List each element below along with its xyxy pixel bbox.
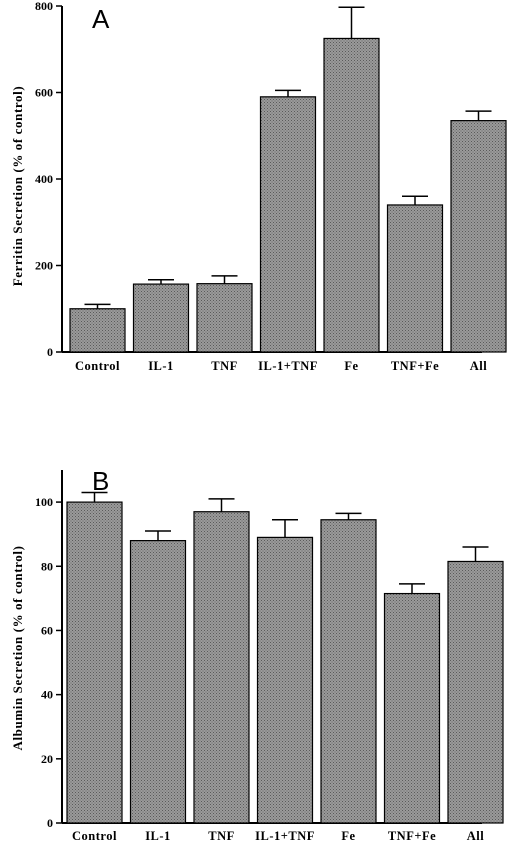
chart-panel-b: B Albumin Secretion (% of control) 0 20 40… xyxy=(10,466,504,843)
chart-panel-a: A Ferritin Secretion (% of control) 0 200… xyxy=(10,0,507,373)
bar-b xyxy=(383,592,441,824)
bar-a xyxy=(69,308,126,353)
panel-label-b: B xyxy=(92,466,109,496)
y-tick-label-b: 60 xyxy=(41,623,53,637)
category-label-a: TNF+Fe xyxy=(391,359,439,373)
bar-b xyxy=(447,560,504,824)
y-axis-label-b: Albumin Secretion (% of control) xyxy=(10,545,25,750)
bar-a xyxy=(259,96,317,353)
bar-b xyxy=(320,519,377,824)
bar-a xyxy=(450,120,507,353)
category-label-b: IL-1 xyxy=(145,829,171,843)
y-tick-label-a: 400 xyxy=(35,172,53,186)
panel-label-a: A xyxy=(92,4,110,34)
bar-b xyxy=(66,501,123,824)
y-tick-label-a: 200 xyxy=(35,259,53,273)
bar-a xyxy=(132,283,190,353)
y-tick-label-b: 40 xyxy=(41,688,53,702)
y-tick-label-a: 800 xyxy=(35,0,53,13)
category-label-b: IL-1+TNF xyxy=(255,829,315,843)
bar-b xyxy=(129,539,187,824)
category-label-b: TNF xyxy=(208,829,235,843)
category-label-a: Control xyxy=(75,359,120,373)
category-label-b: TNF+Fe xyxy=(388,829,436,843)
y-tick-label-b: 0 xyxy=(47,816,53,830)
y-tick-label-b: 20 xyxy=(41,752,53,766)
y-tick-label-a: 0 xyxy=(47,345,53,359)
y-tick-label-a: 600 xyxy=(35,86,53,100)
bar-b xyxy=(193,511,250,824)
category-label-b: Control xyxy=(72,829,117,843)
category-label-a: Fe xyxy=(344,359,358,373)
category-label-a: IL-1 xyxy=(148,359,174,373)
y-axis-label-a: Ferritin Secretion (% of control) xyxy=(10,86,25,287)
y-tick-label-b: 80 xyxy=(41,559,53,573)
y-tick-label-b: 100 xyxy=(35,495,53,509)
bar-b xyxy=(256,536,314,824)
bar-a xyxy=(196,283,253,353)
bar-a xyxy=(386,204,444,353)
bar-a xyxy=(323,37,380,353)
category-label-b: Fe xyxy=(341,829,355,843)
category-label-a: TNF xyxy=(211,359,238,373)
category-label-b: All xyxy=(467,829,485,843)
category-label-a: All xyxy=(470,359,488,373)
category-label-a: IL-1+TNF xyxy=(258,359,318,373)
